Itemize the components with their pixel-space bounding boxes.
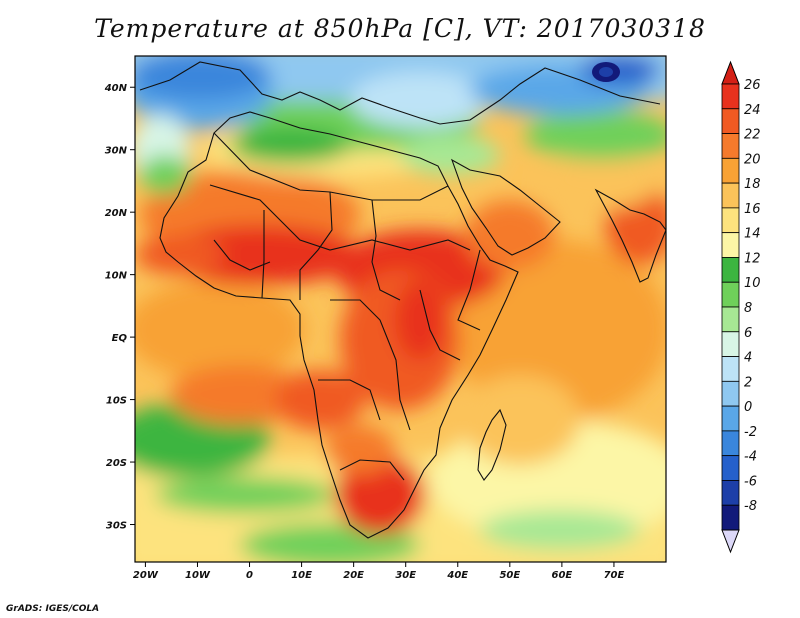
colorbar-swatch	[721, 133, 740, 159]
grads-credit: GrADS: IGES/COLA	[6, 604, 100, 614]
colorbar-swatch	[721, 331, 740, 357]
colorbar-label: 8	[744, 301, 752, 316]
lat-tick-label: 40N	[104, 83, 128, 94]
lat-tick-label: EQ	[112, 333, 128, 344]
colorbar-swatch	[721, 83, 740, 110]
colorbar-swatch	[721, 306, 740, 333]
colorbar-swatch	[721, 455, 740, 481]
colorbar-label: 20	[744, 152, 761, 167]
colorbar-swatch	[721, 232, 740, 258]
colorbar-label: -6	[744, 474, 757, 489]
latitude-ticks: 40N 30N 20N 10N EQ 10S 20S 30S	[104, 83, 135, 532]
lon-tick-label: 0	[246, 570, 253, 581]
lon-tick-label: 40E	[446, 570, 468, 581]
lat-tick-label: 20S	[106, 458, 127, 469]
temperature-field	[135, 56, 666, 562]
colorbar-label: 22	[744, 128, 761, 143]
colorbar-swatch	[721, 504, 740, 531]
lon-tick-label: 20E	[343, 570, 364, 581]
colorbar-label: 10	[744, 276, 761, 291]
map-title: Temperature at 850hPa [C], VT: 201703031…	[94, 14, 706, 43]
lon-tick-label: 20W	[133, 570, 159, 581]
lat-tick-label: 30N	[105, 146, 128, 157]
colorbar-label: -4	[744, 450, 757, 465]
coastlines	[139, 61, 666, 539]
colorbar-swatch	[721, 207, 740, 234]
colorbar-label: 2	[744, 375, 752, 390]
lat-tick-label: 10S	[106, 396, 127, 407]
colorbar-label: 12	[744, 251, 761, 266]
colorbar-top-arrow	[721, 60, 740, 85]
lon-tick-label: 60E	[552, 570, 573, 581]
colorbar-swatch	[721, 108, 740, 134]
lat-tick-label: 10N	[105, 271, 128, 282]
lon-tick-label: 10W	[185, 570, 211, 581]
lon-tick-label: 10E	[291, 570, 312, 581]
colorbar-swatch	[721, 356, 740, 382]
colorbar-label: 4	[744, 351, 752, 366]
lon-tick-label: 50E	[499, 570, 520, 581]
longitude-ticks: 20W 10W 0 10E 20E 30E 40E 50E 60E 70E	[133, 562, 625, 581]
colorbar-swatch	[721, 182, 740, 209]
colorbar-swatch	[721, 281, 740, 308]
lon-tick-label: 30E	[395, 570, 416, 581]
colorbar-swatch	[721, 380, 740, 407]
colorbar-swatch	[721, 480, 740, 506]
colorbar-swatch	[721, 157, 740, 184]
colorbar-label: 24	[744, 103, 761, 118]
lat-tick-label: 30S	[106, 521, 127, 532]
colorbar-swatch	[721, 430, 740, 457]
colorbar-swatch	[721, 405, 740, 432]
map-frame	[134, 55, 667, 563]
colorbar-label: 0	[744, 400, 752, 415]
colorbar-label: -2	[744, 425, 757, 440]
colorbar-label: 18	[744, 177, 761, 192]
colorbar-label: -8	[744, 499, 757, 514]
colorbar-label: 6	[744, 326, 752, 341]
colorbar-swatch	[721, 257, 740, 283]
lat-tick-label: 20N	[105, 208, 128, 219]
colorbar-label: 26	[744, 78, 761, 93]
colorbar-label: 16	[744, 202, 761, 217]
colorbar-label: 14	[744, 227, 761, 242]
lon-tick-label: 70E	[604, 570, 625, 581]
colorbar-bottom-arrow	[721, 529, 740, 554]
